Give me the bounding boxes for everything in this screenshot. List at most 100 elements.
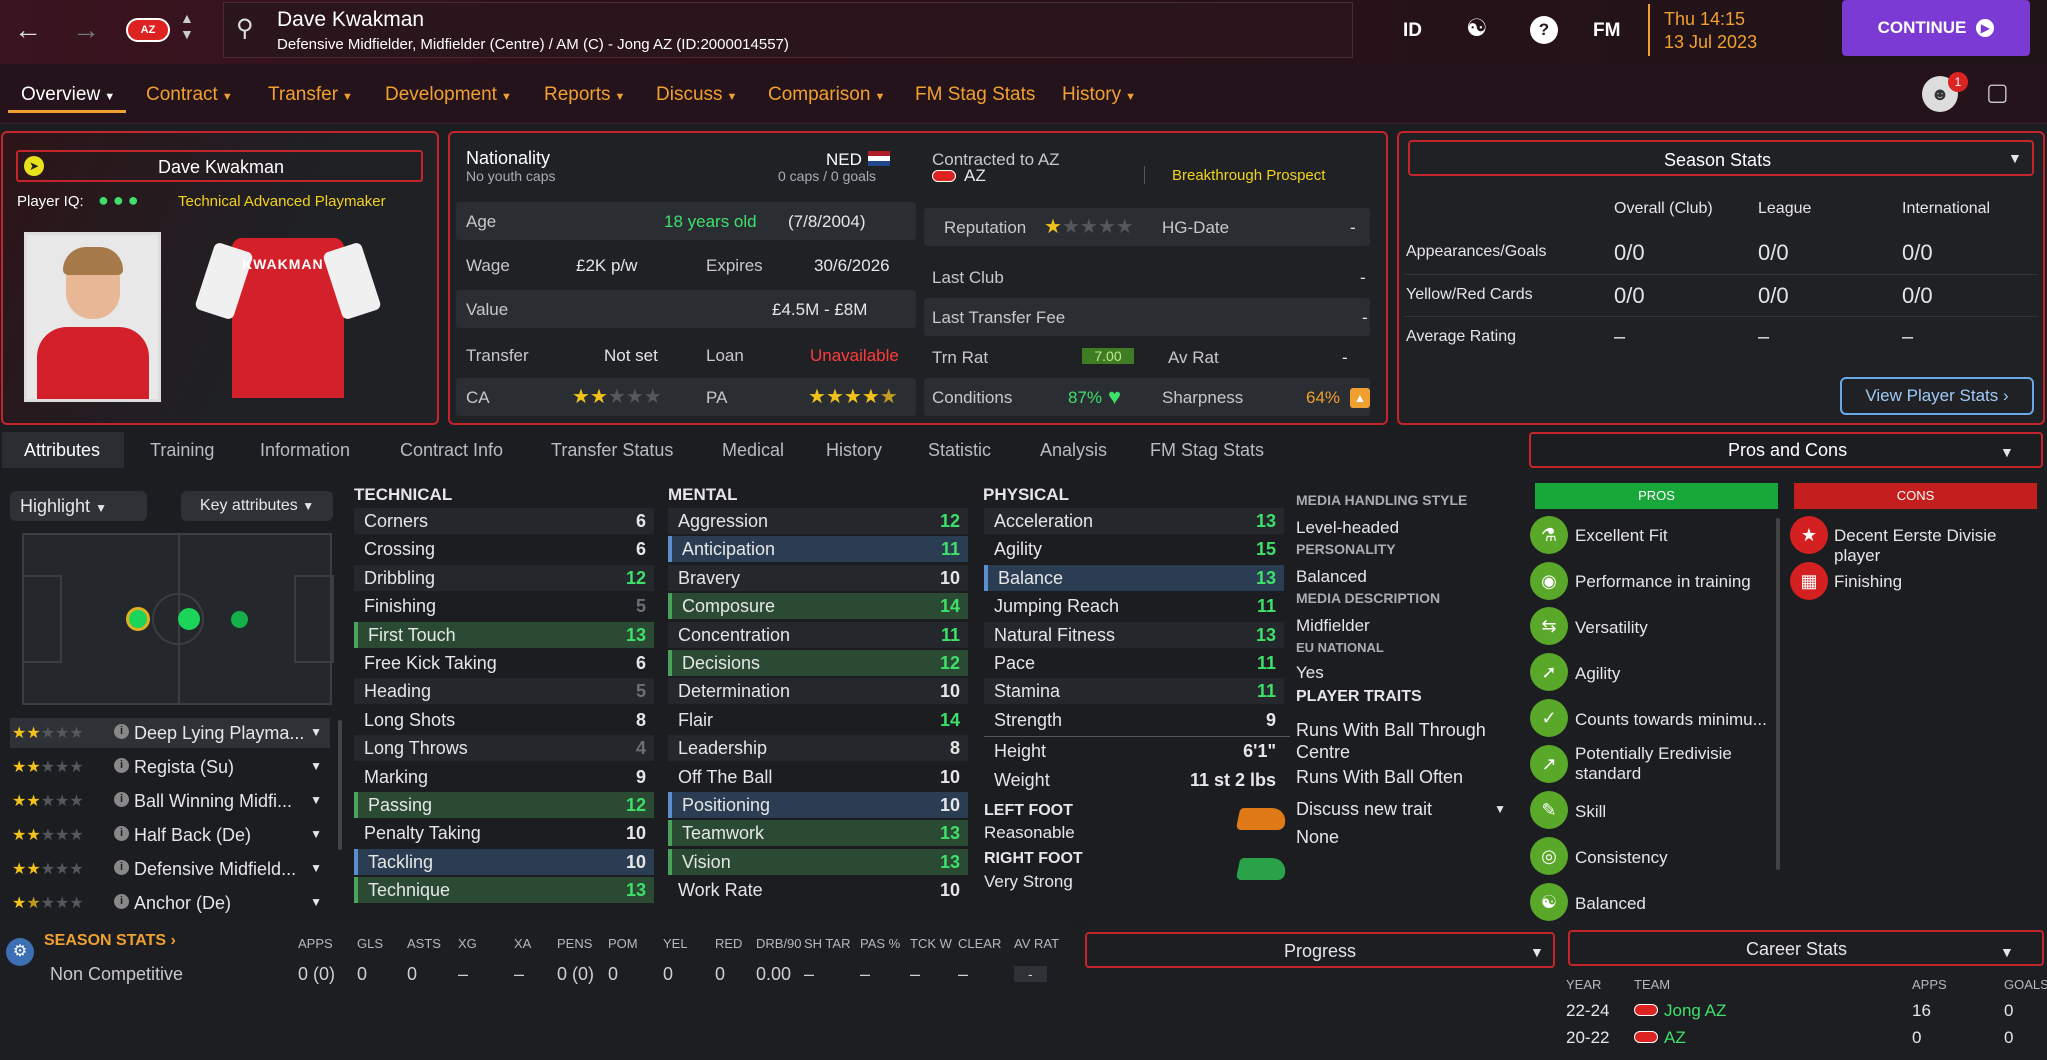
stats-column-header[interactable]: RED xyxy=(715,936,743,951)
key-attributes-dropdown[interactable]: Key attributes ▼ xyxy=(181,491,333,521)
attribute-row[interactable]: Teamwork 13 xyxy=(668,820,968,847)
chevron-down-icon[interactable]: ▼ xyxy=(310,895,322,909)
attribute-row[interactable]: Stamina 11 xyxy=(984,678,1284,705)
stats-column-header[interactable]: YEL xyxy=(663,936,688,951)
info-icon[interactable]: i xyxy=(114,860,129,875)
subtab-information[interactable]: Information xyxy=(260,440,351,460)
tab-fm-stag-stats[interactable]: FM Stag Stats xyxy=(915,84,1035,106)
attribute-row[interactable]: Flair 14 xyxy=(668,707,968,733)
tab-discuss[interactable]: Discuss ▼ xyxy=(656,84,738,105)
attribute-row[interactable]: Natural Fitness 13 xyxy=(984,621,1284,648)
attribute-row[interactable]: Bravery 10 xyxy=(668,564,968,591)
chevron-down-icon[interactable]: ▼ xyxy=(310,827,322,841)
subtab-history[interactable]: History xyxy=(826,440,883,460)
stats-gear-icon[interactable]: ⚙ xyxy=(6,938,34,966)
search-icon[interactable]: ⚲ xyxy=(236,15,254,42)
season-stats-dropdown[interactable] xyxy=(1408,140,2034,176)
attribute-row[interactable]: Anticipation 11 xyxy=(668,536,968,563)
attribute-row[interactable]: Corners 6 xyxy=(354,508,654,534)
attribute-row[interactable]: Long Throws 4 xyxy=(354,735,654,762)
stats-column-header[interactable]: TCK W xyxy=(910,936,952,951)
info-icon[interactable]: i xyxy=(114,826,129,841)
attribute-row[interactable]: Technique 13 xyxy=(354,877,654,904)
scout-icon[interactable]: ☯ xyxy=(1466,15,1488,42)
tab-contract[interactable]: Contract ▼ xyxy=(146,84,233,105)
attribute-row[interactable]: Crossing 6 xyxy=(354,536,654,562)
stats-column-header[interactable]: PENS xyxy=(557,936,593,951)
tab-comparison[interactable]: Comparison ▼ xyxy=(768,84,886,105)
attribute-row[interactable]: Tackling 10 xyxy=(354,848,654,875)
stats-column-header[interactable]: SH TAR xyxy=(804,936,851,951)
tab-development[interactable]: Development ▼ xyxy=(385,84,512,105)
attribute-row[interactable]: Marking 9 xyxy=(354,764,654,790)
role-row[interactable]: ★★★★★ i Ball Winning Midfi... ▼ xyxy=(10,786,330,816)
attribute-row[interactable]: Agility 15 xyxy=(984,536,1284,562)
info-icon[interactable]: i xyxy=(114,792,129,807)
subtab-medical[interactable]: Medical xyxy=(722,440,785,460)
attribute-row[interactable]: Aggression 12 xyxy=(668,508,968,534)
view-player-stats-button[interactable]: View Player Stats › xyxy=(1840,377,2034,415)
tab-history[interactable]: History ▼ xyxy=(1062,84,1137,105)
continue-button[interactable]: CONTINUE ▶ xyxy=(1842,0,2030,56)
career-team-link[interactable]: AZ xyxy=(1664,1028,1686,1047)
fm-menu-button[interactable]: FM xyxy=(1593,20,1621,41)
subtab-attributes[interactable]: Attributes xyxy=(24,440,101,460)
stats-column-header[interactable]: DRB/90 xyxy=(756,936,802,951)
subtab-statistic[interactable]: Statistic xyxy=(928,440,992,460)
chevron-down-icon[interactable]: ▼ xyxy=(310,725,322,739)
info-icon[interactable]: i xyxy=(114,758,129,773)
stats-column-header[interactable]: ASTS xyxy=(407,936,441,951)
forward-icon[interactable]: → xyxy=(72,14,100,45)
attribute-row[interactable]: Leadership 8 xyxy=(668,735,968,762)
info-icon[interactable]: i xyxy=(114,894,129,909)
stats-column-header[interactable]: CLEAR xyxy=(958,936,1002,951)
pros-cons-header[interactable] xyxy=(1529,432,2043,468)
role-row[interactable]: ★★★★★ i Half Back (De) ▼ xyxy=(10,820,330,850)
tab-overview[interactable]: Overview ▼ xyxy=(21,84,116,105)
chevron-down-icon[interactable]: ▼ xyxy=(310,759,322,773)
chevron-down-icon[interactable]: ▼ xyxy=(310,861,322,875)
stats-column-header[interactable]: PAS % xyxy=(860,936,901,951)
subtab-analysis[interactable]: Analysis xyxy=(1040,440,1108,460)
date-time[interactable] xyxy=(1648,4,1828,56)
attribute-row[interactable]: Strength 9 xyxy=(984,707,1284,733)
subtab-fm-stag-stats[interactable]: FM Stag Stats xyxy=(1150,440,1265,460)
roles-scrollbar[interactable] xyxy=(338,720,342,850)
attribute-row[interactable]: Work Rate 10 xyxy=(668,877,968,903)
chevron-down-icon[interactable]: ▼ xyxy=(310,793,322,807)
tab-reports[interactable]: Reports ▼ xyxy=(544,84,626,105)
role-row[interactable]: ★★★★★ i Anchor (De) ▼ xyxy=(10,888,330,918)
stats-column-header[interactable]: POM xyxy=(608,936,638,951)
info-icon[interactable]: i xyxy=(114,724,129,739)
attribute-row[interactable]: Penalty Taking 10 xyxy=(354,820,654,846)
club-badge-icon[interactable]: AZ xyxy=(126,18,170,42)
attribute-row[interactable]: First Touch 13 xyxy=(354,621,654,648)
subtab-contract-info[interactable]: Contract Info xyxy=(400,440,504,460)
discuss-trait-dropdown[interactable]: Discuss new trait ▼ xyxy=(1296,799,1510,820)
attribute-row[interactable]: Pace 11 xyxy=(984,650,1284,676)
stats-column-header[interactable]: XA xyxy=(514,936,532,951)
role-row[interactable]: ★★★★★ i Regista (Su) ▼ xyxy=(10,752,330,782)
search-box[interactable] xyxy=(223,2,1353,58)
attribute-row[interactable]: Decisions 12 xyxy=(668,650,968,676)
tab-transfer[interactable]: Transfer ▼ xyxy=(268,84,353,105)
screen-icon[interactable]: ▢ xyxy=(1986,79,2009,106)
attribute-row[interactable]: Concentration 11 xyxy=(668,621,968,648)
attribute-row[interactable]: Vision 13 xyxy=(668,848,968,875)
stats-column-header[interactable]: APPS xyxy=(298,936,333,951)
attribute-row[interactable]: Long Shots 8 xyxy=(354,707,654,733)
progress-dropdown[interactable] xyxy=(1085,932,1555,968)
back-icon[interactable]: ← xyxy=(14,14,42,45)
attribute-row[interactable]: Jumping Reach 11 xyxy=(984,593,1284,619)
attribute-row[interactable]: Composure 14 xyxy=(668,593,968,620)
subtab-transfer-status[interactable]: Transfer Status xyxy=(551,440,674,460)
career-team-link[interactable]: Jong AZ xyxy=(1664,1001,1727,1020)
role-row[interactable]: ★★★★★ i Deep Lying Playma... ▼ xyxy=(10,718,330,748)
attribute-row[interactable]: Balance 13 xyxy=(984,564,1284,591)
help-icon[interactable]: ? xyxy=(1530,16,1558,44)
attribute-row[interactable]: Heading 5 xyxy=(354,678,654,705)
stats-column-header[interactable]: XG xyxy=(458,936,477,951)
attribute-row[interactable]: Off The Ball 10 xyxy=(668,764,968,790)
stats-column-header[interactable]: GLS xyxy=(357,936,384,951)
role-row[interactable]: ★★★★★ i Defensive Midfield... ▼ xyxy=(10,854,330,884)
